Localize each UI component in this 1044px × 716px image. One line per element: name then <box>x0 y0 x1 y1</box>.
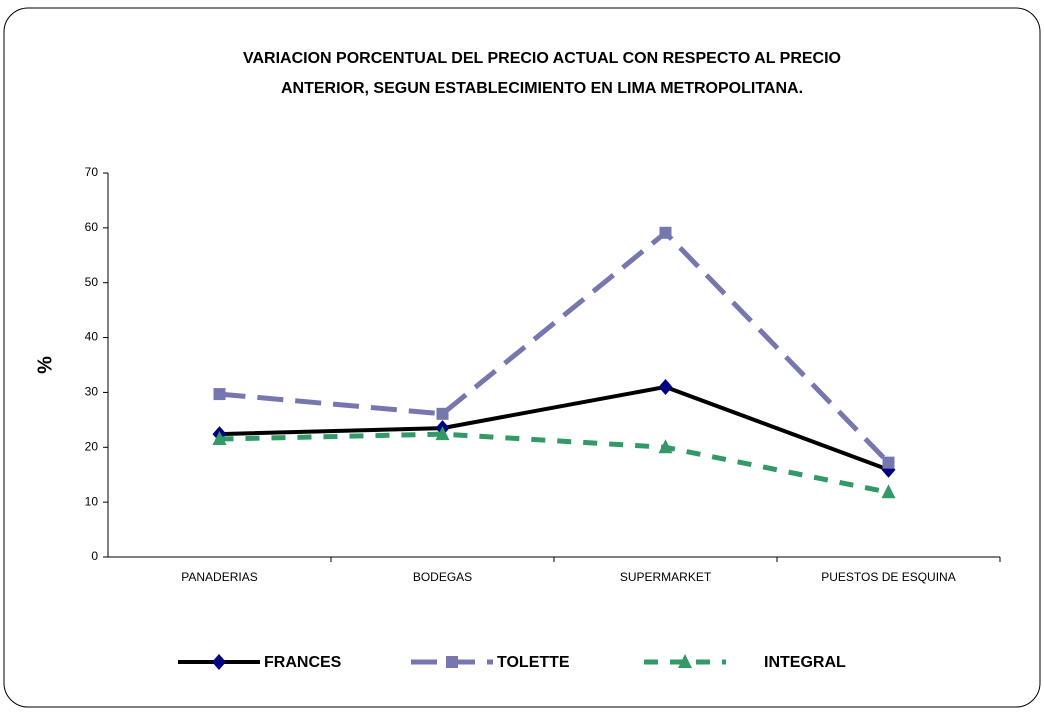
y-tick-label: 10 <box>85 494 99 508</box>
y-tick-label: 0 <box>91 549 98 563</box>
x-tick-label: PUESTOS DE ESQUINA <box>821 570 955 584</box>
marker <box>435 426 450 441</box>
legend-label: TOLETTE <box>497 654 570 671</box>
marker <box>658 378 673 395</box>
y-tick-label: 40 <box>85 330 99 344</box>
y-tick-label: 60 <box>85 220 99 234</box>
marker <box>659 226 672 239</box>
marker <box>212 431 227 446</box>
y-tick-label: 50 <box>85 275 99 289</box>
x-tick-label: BODEGAS <box>413 570 472 584</box>
chart-title: VARIACION PORCENTUAL DEL PRECIO ACTUAL C… <box>243 50 841 67</box>
marker <box>881 484 896 499</box>
legend-label: FRANCES <box>264 654 342 671</box>
y-tick-label: 70 <box>85 165 99 179</box>
series-line <box>219 229 891 465</box>
y-tick-label: 20 <box>85 439 99 453</box>
x-tick-label: SUPERMARKET <box>620 570 712 584</box>
marker <box>882 456 895 469</box>
marker <box>436 407 449 420</box>
marker <box>678 654 692 668</box>
y-axis-label: % <box>34 356 56 374</box>
series-line <box>219 431 889 495</box>
x-tick-label: PANADERIAS <box>181 570 257 584</box>
chart-border <box>3 7 1041 708</box>
marker <box>212 654 226 670</box>
marker <box>658 439 673 454</box>
legend-label: INTEGRAL <box>764 654 846 671</box>
y-tick-label: 30 <box>85 385 99 399</box>
chart-title: ANTERIOR, SEGUN ESTABLECIMIENTO EN LIMA … <box>281 80 803 97</box>
marker <box>213 388 226 401</box>
series-line <box>219 384 890 472</box>
marker <box>446 656 458 668</box>
